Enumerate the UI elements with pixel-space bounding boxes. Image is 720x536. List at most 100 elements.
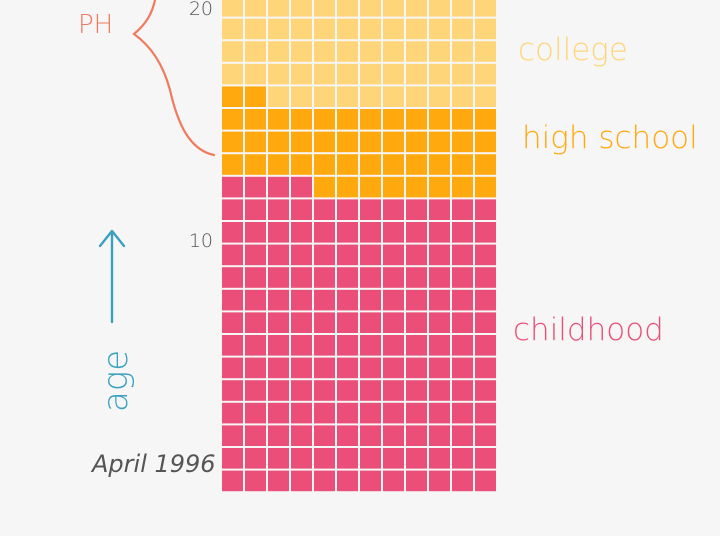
week-cell-childhood: [429, 244, 450, 266]
childhood-label: childhood: [513, 312, 664, 348]
week-cell-childhood: [245, 335, 266, 356]
week-cell-college: [268, 0, 289, 17]
week-cell-childhood: [383, 402, 404, 424]
week-cell-college: [429, 0, 450, 17]
week-cell-childhood: [268, 402, 289, 424]
week-cell-high-school: [406, 154, 427, 175]
week-cell-childhood: [245, 470, 266, 492]
week-cell-high-school: [337, 176, 358, 198]
week-cell-childhood: [314, 289, 335, 311]
week-cell-high-school: [222, 131, 243, 153]
week-cell-high-school: [314, 154, 335, 175]
week-cell-college: [383, 0, 404, 17]
week-cell-high-school: [383, 109, 404, 130]
week-cell-childhood: [383, 448, 404, 469]
college-label: college: [518, 32, 628, 68]
week-cell-childhood: [383, 425, 404, 446]
week-cell-childhood: [383, 244, 404, 266]
week-cell-childhood: [337, 425, 358, 446]
week-cell-high-school: [314, 176, 335, 198]
week-cell-college: [268, 41, 289, 62]
week-cell-childhood: [291, 470, 312, 492]
week-cell-childhood: [291, 289, 312, 311]
week-cell-childhood: [429, 312, 450, 333]
week-cell-high-school: [245, 131, 266, 153]
week-cell-childhood: [383, 222, 404, 243]
week-cell-college: [314, 41, 335, 62]
week-cell-college: [245, 63, 266, 85]
week-cell-college: [452, 0, 473, 17]
week-cell-college: [291, 63, 312, 85]
week-cell-childhood: [429, 470, 450, 492]
week-cell-college: [406, 63, 427, 85]
week-cell-childhood: [475, 402, 496, 424]
week-cell-childhood: [429, 357, 450, 379]
week-cell-high-school: [429, 176, 450, 198]
week-cell-childhood: [475, 267, 496, 288]
week-cell-childhood: [406, 199, 427, 220]
week-cell-childhood: [383, 199, 404, 220]
week-cell-childhood: [406, 448, 427, 469]
week-cell-childhood: [337, 357, 358, 379]
week-cell-childhood: [406, 244, 427, 266]
week-cell-college: [360, 41, 381, 62]
week-cell-childhood: [245, 289, 266, 311]
week-cell-childhood: [245, 380, 266, 401]
week-cell-college: [337, 41, 358, 62]
week-cell-childhood: [337, 402, 358, 424]
week-cell-childhood: [314, 470, 335, 492]
week-cell-childhood: [222, 199, 243, 220]
week-cell-high-school: [245, 154, 266, 175]
week-cell-childhood: [268, 222, 289, 243]
week-cell-childhood: [360, 222, 381, 243]
week-cell-childhood: [452, 425, 473, 446]
week-cell-college: [291, 18, 312, 40]
week-cell-college: [429, 18, 450, 40]
week-cell-childhood: [245, 244, 266, 266]
week-cell-childhood: [406, 312, 427, 333]
week-cell-college: [383, 18, 404, 40]
week-cell-childhood: [406, 335, 427, 356]
week-cell-childhood: [429, 448, 450, 469]
week-cell-high-school: [475, 176, 496, 198]
week-cell-college: [452, 41, 473, 62]
week-cell-college: [337, 0, 358, 17]
week-cell-college: [337, 86, 358, 107]
week-cell-childhood: [406, 357, 427, 379]
week-cell-high-school: [268, 154, 289, 175]
week-cell-high-school: [475, 109, 496, 130]
week-cell-childhood: [383, 470, 404, 492]
week-cell-childhood: [314, 267, 335, 288]
week-cell-high-school: [268, 109, 289, 130]
week-cell-childhood: [429, 267, 450, 288]
week-cell-college: [452, 18, 473, 40]
week-cell-childhood: [406, 425, 427, 446]
week-cell-college: [406, 41, 427, 62]
week-cell-college: [475, 41, 496, 62]
week-cell-college: [291, 0, 312, 17]
week-cell-childhood: [383, 312, 404, 333]
week-cell-college: [429, 86, 450, 107]
week-cell-childhood: [475, 357, 496, 379]
week-cell-high-school: [429, 109, 450, 130]
week-cell-childhood: [291, 335, 312, 356]
week-cell-childhood: [314, 199, 335, 220]
week-cell-childhood: [360, 267, 381, 288]
week-cell-college: [429, 63, 450, 85]
week-cell-childhood: [406, 222, 427, 243]
week-cell-childhood: [337, 335, 358, 356]
week-cell-high-school: [268, 131, 289, 153]
week-cell-childhood: [360, 244, 381, 266]
week-cell-childhood: [337, 448, 358, 469]
week-cell-childhood: [222, 335, 243, 356]
week-cell-childhood: [475, 380, 496, 401]
week-cell-childhood: [314, 425, 335, 446]
week-cell-childhood: [452, 402, 473, 424]
week-cell-childhood: [314, 244, 335, 266]
week-cell-childhood: [360, 402, 381, 424]
week-cell-childhood: [429, 199, 450, 220]
week-cell-childhood: [268, 470, 289, 492]
week-cell-childhood: [291, 199, 312, 220]
week-cell-college: [360, 63, 381, 85]
